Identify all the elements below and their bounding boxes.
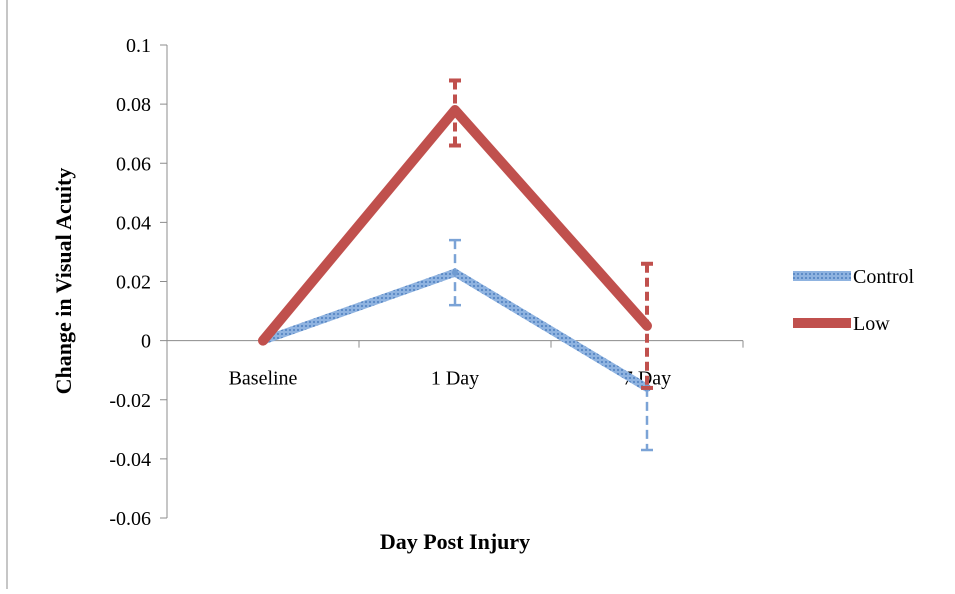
- data-point-low: [260, 337, 266, 344]
- legend-entry-control: Control: [793, 266, 915, 288]
- x-ticks: Baseline 1 Day 7 Day: [166, 340, 744, 390]
- y-tick-label: 0.02: [116, 272, 151, 294]
- legend: Control Low: [793, 266, 915, 335]
- y-axis-title: Change in Visual Acuity: [51, 168, 76, 395]
- data-point-control: [452, 269, 458, 276]
- y-tick-label: -0.06: [109, 508, 151, 530]
- y-tick-label: 0: [141, 331, 151, 353]
- y-ticks: 0.1 0.08 0.06 0.04 0.02 0 -0.02 -0.04 -0.06: [109, 35, 167, 530]
- y-tick-label: 0.08: [116, 94, 151, 116]
- y-tick-label: -0.04: [109, 449, 151, 471]
- y-tick-label: -0.02: [109, 390, 151, 412]
- legend-entry-low: Low: [793, 313, 890, 335]
- data-point-low: [452, 107, 458, 114]
- y-tick-label: 0.1: [126, 35, 151, 57]
- legend-label-control: Control: [853, 266, 915, 288]
- legend-label-low: Low: [853, 313, 890, 335]
- data-point-low: [644, 322, 650, 329]
- x-axis-title: Day Post Injury: [380, 529, 530, 554]
- x-tick-label: 1 Day: [431, 368, 479, 390]
- axes: 0.1 0.08 0.06 0.04 0.02 0 -0.02 -0.04 -0.06 Base…: [109, 35, 744, 530]
- x-tick-label: Baseline: [229, 368, 298, 390]
- series: [258, 78, 653, 452]
- series-low: [258, 78, 653, 390]
- y-tick-label: 0.04: [116, 212, 151, 234]
- y-tick-label: 0.06: [116, 153, 151, 175]
